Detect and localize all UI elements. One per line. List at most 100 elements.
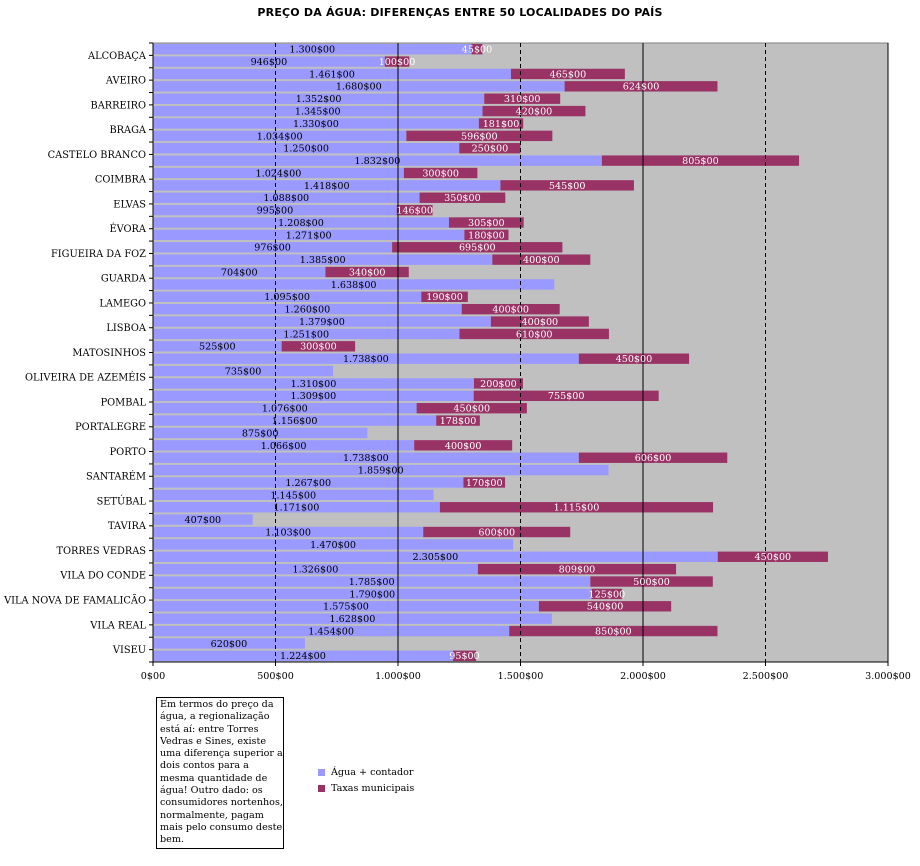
data-label-agua: 1.076$00 bbox=[262, 404, 308, 415]
data-label-taxas: 250$00 bbox=[472, 144, 509, 155]
bar-taxas bbox=[477, 563, 677, 575]
data-label-agua: 1.066$00 bbox=[261, 441, 307, 452]
bar-agua bbox=[153, 328, 460, 340]
bar-taxas bbox=[490, 316, 589, 327]
data-label-agua: 1.352$00 bbox=[296, 94, 342, 105]
data-label-taxas: 400$00 bbox=[492, 305, 529, 316]
data-label-agua: 946$00 bbox=[251, 57, 288, 68]
x-tick-label: 0$00 bbox=[141, 671, 165, 682]
bar-taxas bbox=[510, 68, 625, 80]
bar-agua bbox=[153, 638, 305, 649]
category-label: AVEIRO bbox=[105, 76, 146, 87]
data-label-agua: 1.251$00 bbox=[283, 329, 329, 340]
data-label-agua: 1.680$00 bbox=[336, 82, 382, 93]
x-tick-label: 500$00 bbox=[257, 671, 294, 682]
bar-taxas bbox=[452, 650, 477, 661]
bar-agua bbox=[153, 81, 565, 92]
data-label-taxas: 146$00 bbox=[396, 206, 433, 217]
category-label: SANTARÉM bbox=[86, 471, 146, 483]
data-label-taxas: 606$00 bbox=[635, 453, 672, 464]
category-label: GUARDA bbox=[101, 274, 147, 285]
data-label-agua: 1.309$00 bbox=[290, 391, 336, 402]
data-label-agua: 976$00 bbox=[254, 243, 291, 254]
data-label-agua: 704$00 bbox=[221, 267, 258, 278]
data-label-agua: 525$00 bbox=[199, 342, 236, 353]
category-label: ÉVORA bbox=[109, 223, 146, 235]
data-label-agua: 1.345$00 bbox=[295, 106, 341, 117]
x-tick-label: 1.500$00 bbox=[498, 671, 544, 682]
data-label-agua: 1.145$00 bbox=[270, 490, 316, 501]
legend-swatch-taxas bbox=[318, 784, 325, 792]
bar-taxas bbox=[478, 118, 524, 129]
bar-taxas bbox=[484, 93, 561, 104]
data-label-agua: 1.156$00 bbox=[272, 416, 318, 427]
bar-agua bbox=[153, 167, 404, 179]
data-label-taxas: 400$00 bbox=[445, 441, 482, 452]
category-label: COIMBRA bbox=[95, 175, 147, 186]
legend: Água + contador Taxas municipais bbox=[318, 764, 414, 796]
data-label-agua: 1.326$00 bbox=[293, 565, 339, 576]
bar-agua bbox=[153, 576, 591, 587]
category-label: VILA REAL bbox=[89, 620, 146, 631]
category-label: POMBAL bbox=[101, 397, 147, 408]
data-label-agua: 1.267$00 bbox=[285, 478, 331, 489]
bar-agua bbox=[153, 489, 434, 501]
bar-agua bbox=[153, 93, 485, 104]
bar-agua bbox=[153, 303, 462, 315]
bar-agua bbox=[153, 68, 511, 80]
data-label-agua: 1.034$00 bbox=[257, 131, 303, 142]
bar-taxas bbox=[421, 291, 468, 302]
category-label: CASTELO BRANCO bbox=[48, 150, 146, 161]
data-label-agua: 735$00 bbox=[225, 366, 262, 377]
bar-taxas bbox=[482, 105, 586, 117]
bar-agua bbox=[153, 266, 326, 278]
data-label-agua: 1.785$00 bbox=[349, 577, 395, 588]
bar-agua bbox=[153, 625, 510, 637]
data-label-taxas: 805$00 bbox=[682, 156, 719, 167]
data-label-taxas: 190$00 bbox=[426, 292, 463, 303]
legend-label-agua: Água + contador bbox=[331, 766, 414, 778]
bar-taxas bbox=[590, 576, 713, 587]
category-label: MATOSINHOS bbox=[72, 348, 146, 359]
bar-taxas bbox=[473, 390, 659, 402]
chart-title: PREÇO DA ÁGUA: DIFERENÇAS ENTRE 50 LOCAL… bbox=[257, 6, 663, 19]
category-label: PORTO bbox=[110, 447, 146, 458]
data-label-taxas: 170$00 bbox=[466, 478, 503, 489]
data-label-agua: 1.095$00 bbox=[264, 292, 310, 303]
bar-agua bbox=[153, 415, 437, 426]
data-label-agua: 2.305$00 bbox=[412, 552, 458, 563]
data-label-agua: 1.171$00 bbox=[274, 503, 320, 514]
data-label-taxas: 755$00 bbox=[548, 391, 585, 402]
data-label-taxas: 850$00 bbox=[595, 626, 632, 637]
data-label-agua: 1.790$00 bbox=[349, 589, 395, 600]
category-label: FIGUEIRA DA FOZ bbox=[51, 249, 146, 260]
data-label-taxas: 300$00 bbox=[422, 168, 459, 179]
category-label: VILA NOVA DE FAMALICÃO bbox=[3, 595, 146, 607]
bar-agua bbox=[153, 118, 479, 129]
data-label-agua: 1.385$00 bbox=[300, 255, 346, 266]
bar-taxas bbox=[392, 242, 563, 253]
data-label-agua: 407$00 bbox=[185, 515, 222, 526]
category-label: ELVAS bbox=[113, 199, 146, 210]
bar-agua bbox=[153, 539, 514, 550]
data-label-taxas: 178$00 bbox=[440, 416, 477, 427]
data-label-taxas: 310$00 bbox=[504, 94, 541, 105]
bar-agua bbox=[153, 440, 415, 451]
bar-taxas bbox=[461, 303, 560, 315]
bar-agua bbox=[153, 254, 493, 265]
data-label-agua: 1.461$00 bbox=[309, 69, 355, 80]
data-label-agua: 1.738$00 bbox=[343, 354, 389, 365]
bar-agua bbox=[153, 601, 539, 612]
bar-taxas bbox=[423, 526, 571, 538]
data-label-agua: 875$00 bbox=[242, 428, 279, 439]
legend-swatch-agua bbox=[318, 768, 325, 776]
x-tick-label: 2.500$00 bbox=[743, 671, 789, 682]
bar-agua bbox=[153, 390, 474, 402]
bar-taxas bbox=[471, 44, 483, 55]
data-label-taxas: 305$00 bbox=[468, 218, 505, 229]
data-label-agua: 1.379$00 bbox=[299, 317, 345, 328]
data-label-taxas: 340$00 bbox=[349, 267, 386, 278]
bar-agua bbox=[153, 204, 397, 216]
category-label: BARREIRO bbox=[91, 100, 146, 111]
